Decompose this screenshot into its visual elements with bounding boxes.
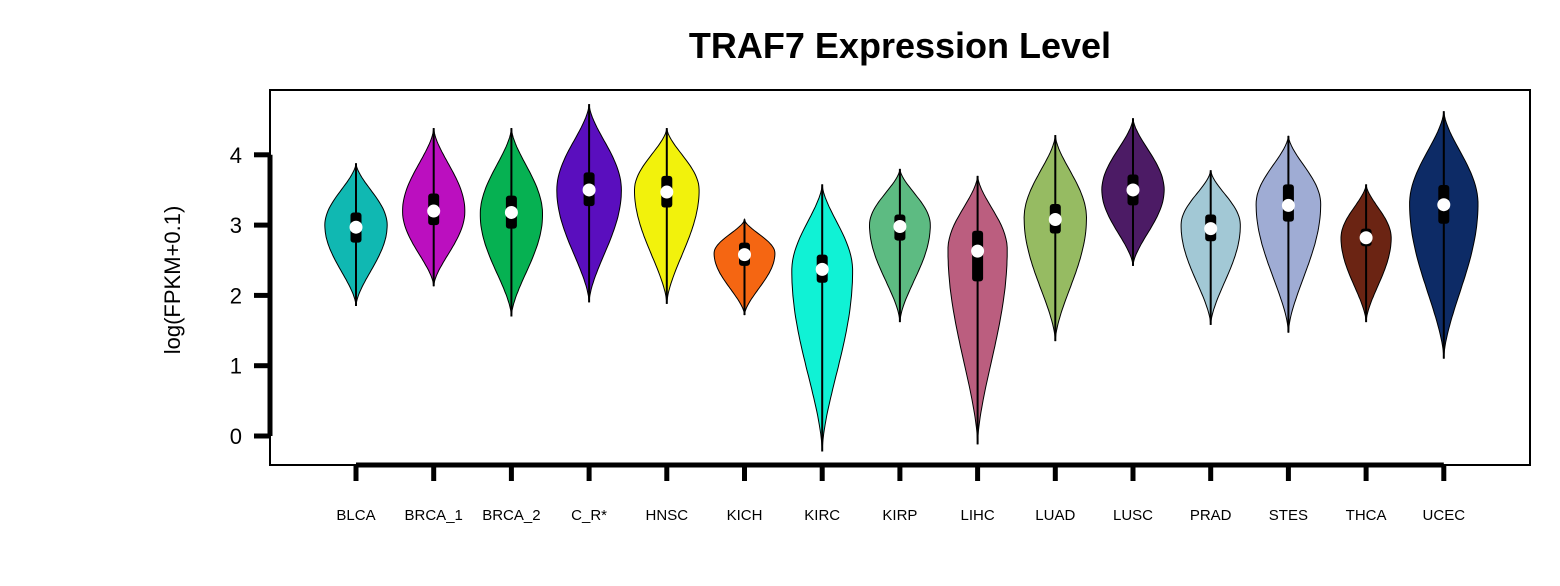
x-tick-label: THCA bbox=[1346, 507, 1387, 524]
x-tick-label: KIRP bbox=[882, 507, 917, 524]
x-tick-label: KIRC bbox=[804, 507, 840, 524]
violin-median-point bbox=[1048, 212, 1062, 226]
y-axis: 0 1 2 3 4 bbox=[230, 143, 273, 449]
violin-median-point bbox=[815, 262, 829, 276]
violin-median-point bbox=[971, 244, 985, 258]
x-tick-label: BRCA_1 bbox=[405, 507, 463, 524]
violin-median-point bbox=[427, 204, 441, 218]
violin-median-point bbox=[1437, 198, 1451, 212]
violin-median-point bbox=[893, 220, 907, 234]
x-tick-label: BLCA bbox=[336, 507, 375, 524]
x-tick-label: HNSC bbox=[646, 507, 689, 524]
y-axis-label: log(FPKM+0.1) bbox=[160, 206, 185, 355]
violin-median-point bbox=[1204, 222, 1218, 236]
x-tick-label: PRAD bbox=[1190, 507, 1232, 524]
x-tick-label: C_R* bbox=[571, 507, 607, 524]
x-tick-label: LUAD bbox=[1035, 507, 1075, 524]
y-tick-label: 2 bbox=[230, 283, 242, 308]
x-tick-label: LIHC bbox=[961, 507, 995, 524]
violins-group bbox=[324, 104, 1479, 452]
violin-median-point bbox=[504, 205, 518, 219]
chart-title: TRAF7 Expression Level bbox=[689, 25, 1111, 66]
violin-median-point bbox=[1359, 231, 1373, 245]
violin-median-point bbox=[660, 185, 674, 199]
violin-median-point bbox=[349, 220, 363, 234]
violin-median-point bbox=[1281, 198, 1295, 212]
violin-median-point bbox=[738, 248, 751, 262]
x-tick-label: UCEC bbox=[1423, 507, 1466, 524]
violin-median-point bbox=[582, 183, 596, 197]
x-tick-label: KICH bbox=[727, 507, 763, 524]
y-tick-label: 3 bbox=[230, 213, 242, 238]
y-tick-label: 1 bbox=[230, 354, 242, 379]
x-axis: BLCA BRCA_1 BRCA_2 C_R* HNSC KICH KIRC KIRP LIHC… bbox=[336, 462, 1466, 524]
x-tick-label: STES bbox=[1269, 507, 1308, 524]
violin-median-point bbox=[1126, 183, 1140, 197]
y-tick-label: 0 bbox=[230, 424, 242, 449]
x-tick-label: BRCA_2 bbox=[482, 507, 540, 524]
x-tick-label: LUSC bbox=[1113, 507, 1153, 524]
y-tick-label: 4 bbox=[230, 143, 242, 168]
